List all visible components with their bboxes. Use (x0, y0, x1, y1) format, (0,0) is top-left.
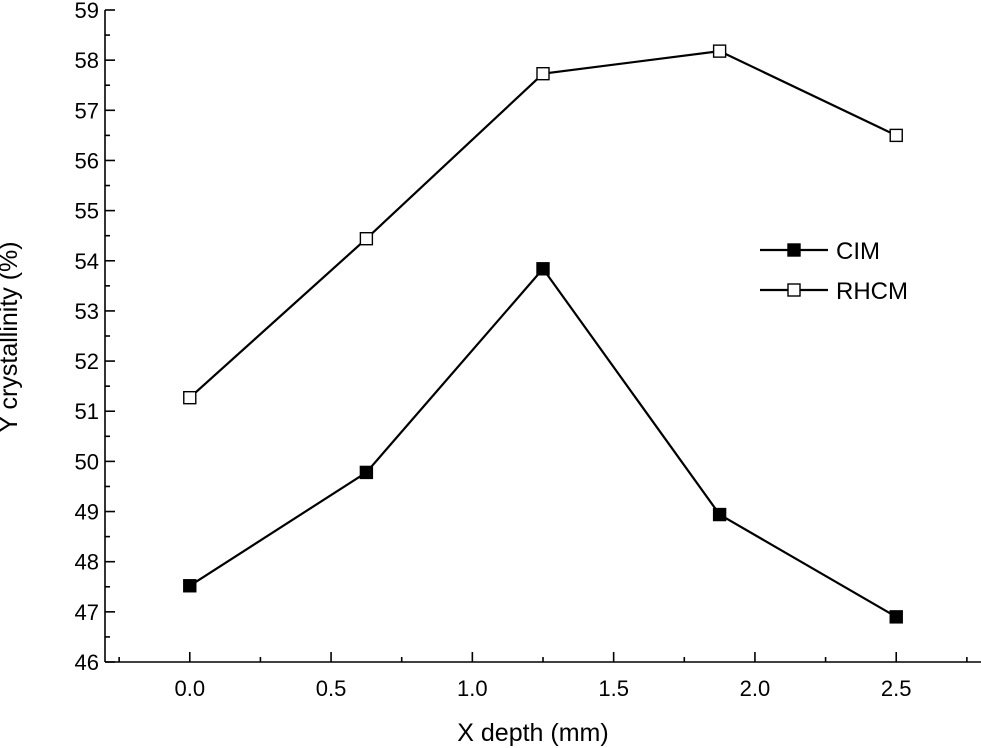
x-tick-label: 1.0 (457, 676, 488, 701)
series-line-rhcm (189, 49, 897, 399)
legend-marker (787, 243, 801, 257)
data-point-cim (712, 507, 727, 522)
x-tick-label: 2.5 (881, 676, 912, 701)
legend-label: RHCM (836, 278, 908, 305)
data-point-rhcm (183, 390, 197, 405)
y-tick-label: 58 (75, 48, 99, 73)
x-tick-label: 1.5 (598, 676, 629, 701)
x-tick-label: 0.0 (174, 676, 205, 701)
data-point-rhcm (536, 66, 550, 81)
data-point-rhcm (712, 44, 727, 58)
x-tick-label: 0.5 (316, 676, 347, 701)
y-tick-label: 50 (75, 449, 99, 474)
x-tick-label: 2.0 (740, 676, 771, 701)
y-tick-label: 49 (75, 500, 99, 525)
data-point-rhcm (889, 128, 903, 143)
series-rhcm (183, 44, 903, 405)
ticks: 46 47 48 49 50 51 52 53 54 55 56 57 58 59 0.0 0.5 1.0 1.5… (75, 0, 968, 701)
series-layer (183, 44, 903, 624)
data-point-cim (889, 610, 903, 624)
y-tick-label: 55 (75, 199, 99, 224)
data-point-cim (183, 579, 197, 593)
y-tick-label: 51 (75, 399, 99, 424)
y-tick-label: 47 (75, 600, 99, 625)
series-cim (183, 262, 903, 624)
legend-marker (787, 283, 801, 297)
y-tick-label: 53 (75, 299, 99, 324)
y-tick-label: 54 (75, 249, 99, 274)
legend-item-cim: CIM (760, 238, 880, 265)
legend: CIM RHCM (760, 238, 908, 305)
axes (104, 10, 981, 663)
legend-label: CIM (836, 238, 880, 265)
y-axis-title: Y crystallinity (%) (0, 241, 23, 432)
data-point-cim (536, 262, 550, 276)
y-tick-label: 52 (75, 349, 99, 374)
y-tick-label: 59 (75, 0, 99, 23)
x-axis-title: X depth (mm) (457, 719, 608, 747)
y-tick-label: 57 (75, 98, 99, 123)
y-tick-label: 56 (75, 148, 99, 173)
y-tick-label: 46 (75, 650, 99, 675)
legend-item-rhcm: RHCM (760, 278, 908, 305)
y-tick-label: 48 (75, 550, 99, 575)
series-line-cim (189, 267, 897, 618)
data-point-cim (359, 465, 374, 480)
data-point-rhcm (359, 232, 374, 246)
